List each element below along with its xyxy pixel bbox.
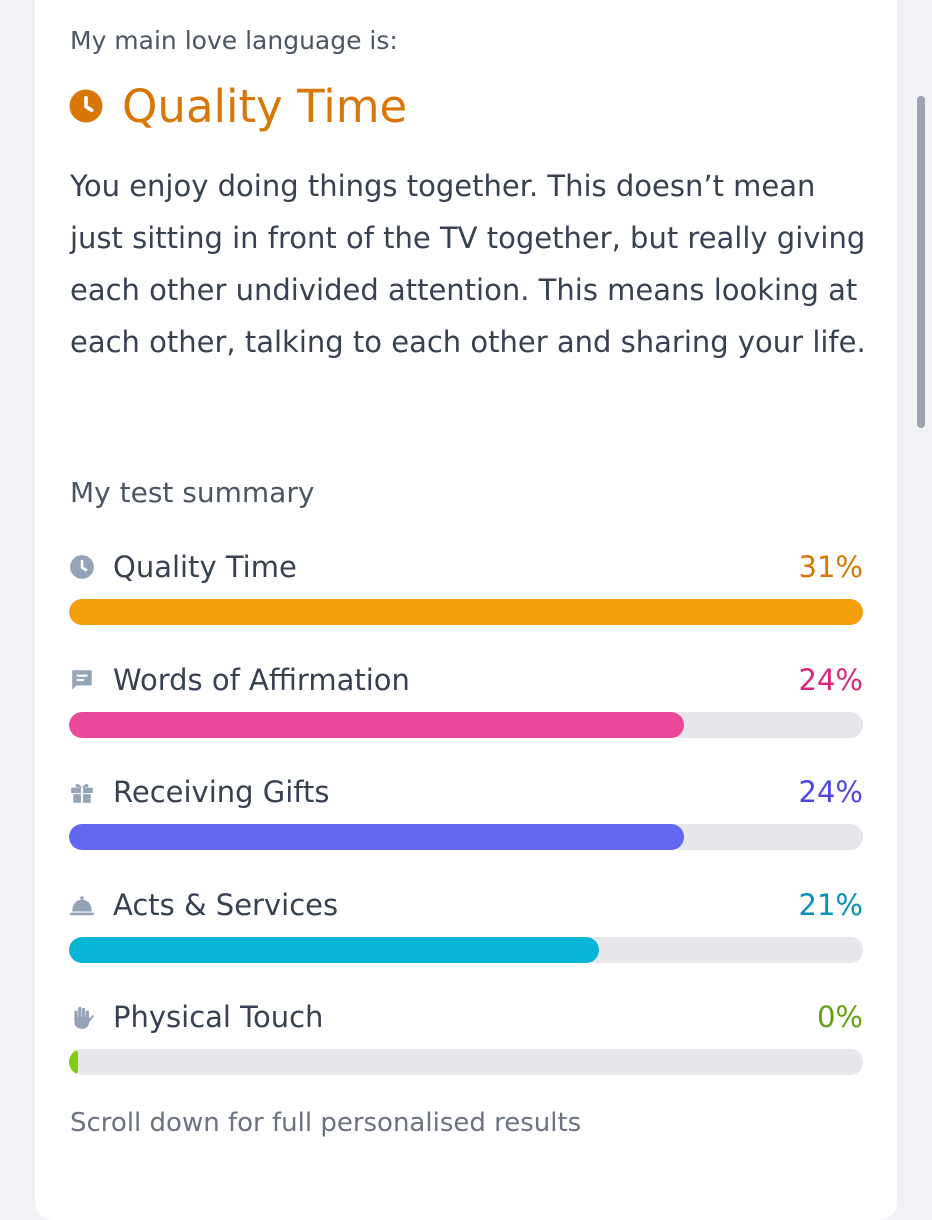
summary-row-physical-touch: Physical Touch 0% [69,995,863,1075]
summary-label: Physical Touch [113,1000,324,1034]
main-love-language-title: Quality Time [68,74,407,138]
hand-icon [69,1004,95,1030]
progress-track [69,824,863,850]
progress-fill [69,1049,78,1075]
summary-label: Receiving Gifts [113,775,330,809]
summary-row-acts-and-services: Acts & Services 21% [69,883,863,963]
love-language-description: You enjoy doing things together. This do… [70,169,866,359]
gift-icon [69,779,95,805]
summary-percent: 24% [798,663,863,697]
summary-row-quality-time: Quality Time 31% [69,545,863,625]
clock-icon [68,88,104,124]
progress-fill [69,599,863,625]
summary-label: Acts & Services [113,888,339,922]
service-bell-icon [69,892,95,918]
progress-fill [69,937,599,963]
summary-label: Words of Affirmation [113,663,410,697]
main-title-text: Quality Time [122,79,408,133]
summary-percent: 0% [816,1000,863,1034]
progress-track [69,1049,863,1075]
summary-row-words-of-affirmation: Words of Affirmation 24% [69,658,863,738]
chat-icon [69,667,95,693]
summary-heading: My test summary [70,476,315,509]
summary-row-receiving-gifts: Receiving Gifts 24% [69,770,863,850]
clock-icon [69,554,95,580]
summary-label: Quality Time [113,550,297,584]
progress-track [69,712,863,738]
summary-percent: 31% [798,550,863,584]
summary-percent: 21% [798,888,863,922]
progress-fill [69,824,684,850]
scrollbar[interactable] [917,96,925,428]
progress-track [69,599,863,625]
scroll-hint: Scroll down for full personalised result… [70,1108,582,1138]
summary-percent: 24% [798,775,863,809]
progress-track [69,937,863,963]
progress-fill [69,712,684,738]
intro-text: My main love language is: [70,26,398,55]
